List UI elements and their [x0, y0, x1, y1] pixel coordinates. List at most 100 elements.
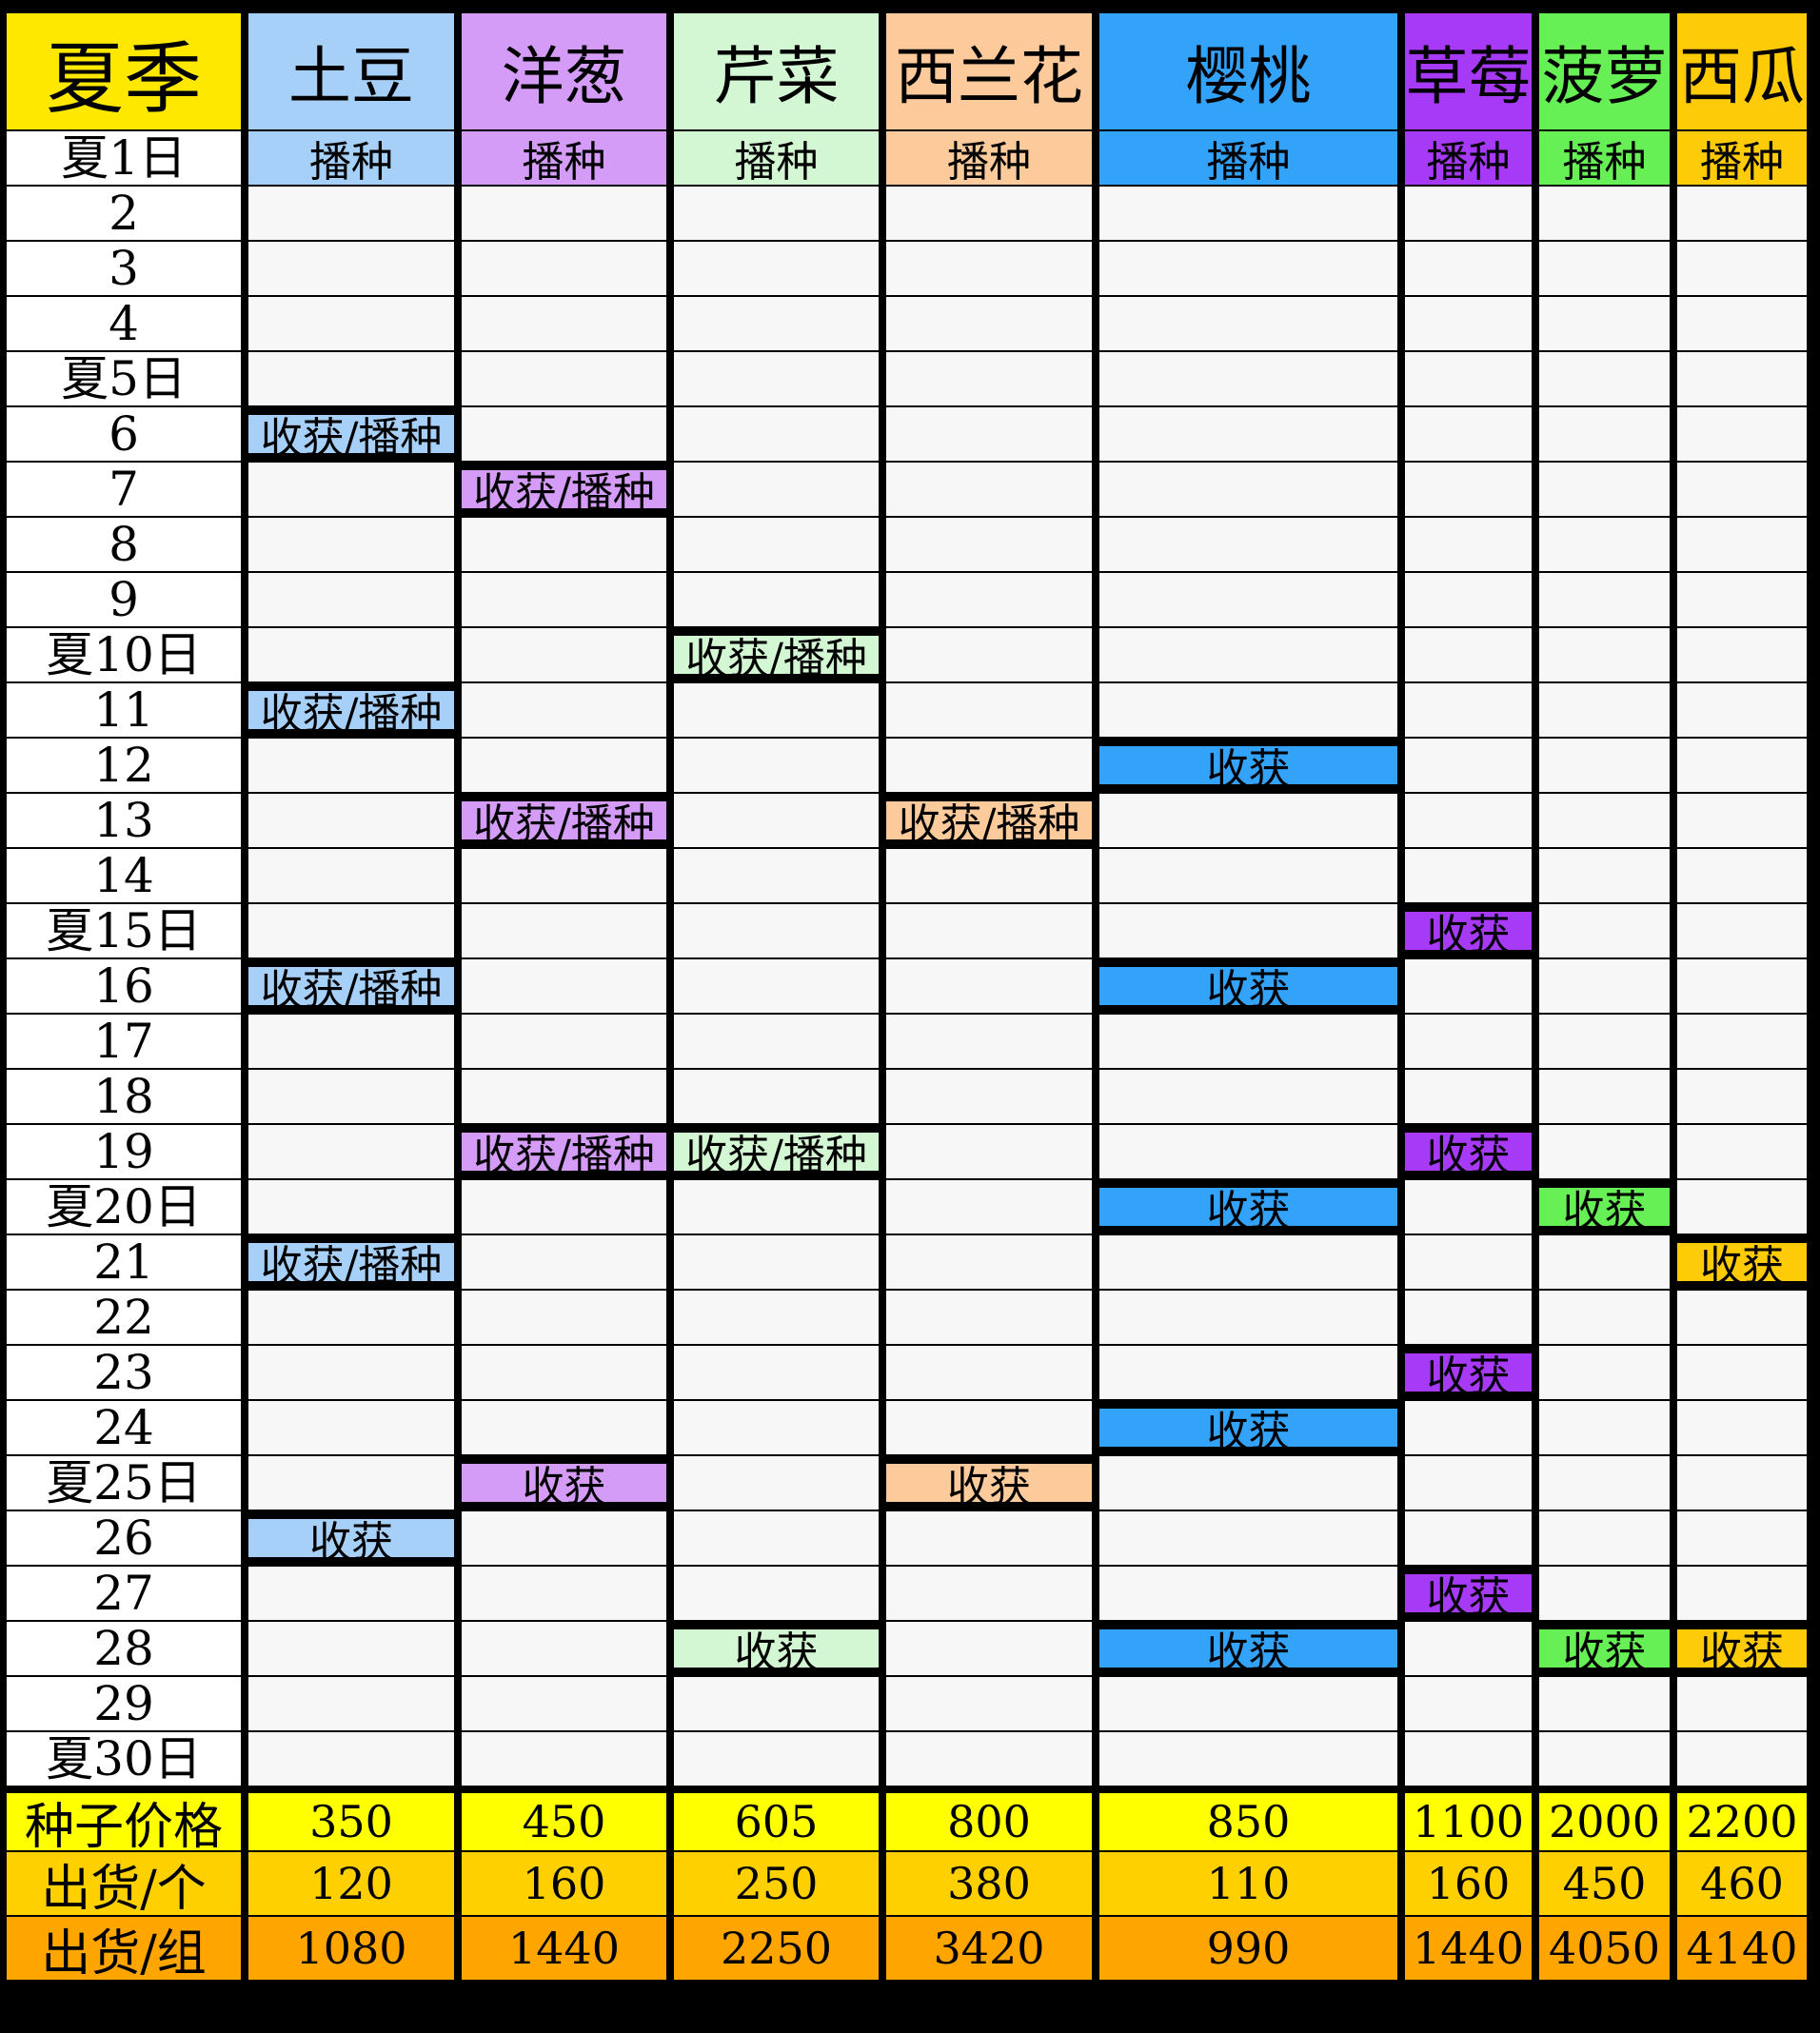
schedule-empty-cell[interactable]: [886, 1235, 1092, 1289]
schedule-empty-cell[interactable]: [1099, 573, 1397, 626]
schedule-empty-cell[interactable]: [1099, 1511, 1397, 1565]
schedule-empty-cell[interactable]: [1405, 1511, 1532, 1565]
schedule-event-cell[interactable]: 收获: [248, 1519, 454, 1557]
schedule-empty-cell[interactable]: [1677, 1125, 1807, 1178]
schedule-empty-cell[interactable]: [1677, 1456, 1807, 1510]
schedule-empty-cell[interactable]: [674, 352, 879, 405]
schedule-empty-cell[interactable]: [462, 904, 666, 957]
schedule-empty-cell[interactable]: [886, 573, 1092, 626]
schedule-empty-cell[interactable]: [1099, 242, 1397, 295]
schedule-empty-cell[interactable]: [1099, 683, 1397, 737]
schedule-event-cell[interactable]: 收获/播种: [674, 1133, 879, 1171]
schedule-empty-cell[interactable]: [1405, 463, 1532, 516]
schedule-empty-cell[interactable]: [1539, 959, 1670, 1013]
schedule-empty-cell[interactable]: [1539, 628, 1670, 681]
schedule-empty-cell[interactable]: [1677, 1291, 1807, 1344]
schedule-empty-cell[interactable]: [1405, 849, 1532, 902]
schedule-empty-cell[interactable]: [1099, 187, 1397, 240]
schedule-empty-cell[interactable]: [886, 1346, 1092, 1399]
schedule-empty-cell[interactable]: [1677, 1401, 1807, 1454]
schedule-empty-cell[interactable]: [886, 242, 1092, 295]
schedule-event-cell[interactable]: 收获: [1099, 967, 1397, 1005]
schedule-empty-cell[interactable]: [674, 1732, 879, 1786]
schedule-empty-cell[interactable]: [1677, 573, 1807, 626]
schedule-empty-cell[interactable]: [1099, 1291, 1397, 1344]
schedule-empty-cell[interactable]: [248, 1346, 454, 1399]
schedule-empty-cell[interactable]: [1539, 794, 1670, 847]
schedule-event-cell[interactable]: 收获: [886, 1464, 1092, 1502]
schedule-empty-cell[interactable]: [886, 1732, 1092, 1786]
schedule-empty-cell[interactable]: [1539, 352, 1670, 405]
schedule-empty-cell[interactable]: [1539, 1567, 1670, 1620]
schedule-empty-cell[interactable]: [462, 1015, 666, 1068]
schedule-empty-cell[interactable]: [462, 1346, 666, 1399]
schedule-empty-cell[interactable]: [1677, 794, 1807, 847]
schedule-empty-cell[interactable]: [1539, 683, 1670, 737]
schedule-event-cell[interactable]: 收获/播种: [674, 636, 879, 674]
schedule-empty-cell[interactable]: [886, 1180, 1092, 1234]
schedule-empty-cell[interactable]: [1677, 1677, 1807, 1730]
schedule-empty-cell[interactable]: [674, 518, 879, 571]
schedule-event-cell[interactable]: 收获/播种: [248, 1243, 454, 1281]
schedule-empty-cell[interactable]: [1099, 297, 1397, 350]
schedule-empty-cell[interactable]: [1677, 628, 1807, 681]
schedule-empty-cell[interactable]: [674, 904, 879, 957]
schedule-empty-cell[interactable]: [1405, 1677, 1532, 1730]
schedule-empty-cell[interactable]: [1539, 849, 1670, 902]
schedule-empty-cell[interactable]: [248, 242, 454, 295]
schedule-empty-cell[interactable]: [248, 628, 454, 681]
schedule-empty-cell[interactable]: [1099, 1015, 1397, 1068]
schedule-empty-cell[interactable]: [674, 849, 879, 902]
schedule-empty-cell[interactable]: [674, 959, 879, 1013]
schedule-empty-cell[interactable]: [1539, 297, 1670, 350]
schedule-event-cell[interactable]: 播种: [248, 131, 454, 185]
schedule-event-cell[interactable]: 收获/播种: [248, 967, 454, 1005]
schedule-empty-cell[interactable]: [1405, 573, 1532, 626]
schedule-empty-cell[interactable]: [1539, 518, 1670, 571]
schedule-empty-cell[interactable]: [462, 1732, 666, 1786]
schedule-empty-cell[interactable]: [1099, 849, 1397, 902]
schedule-empty-cell[interactable]: [1539, 1456, 1670, 1510]
schedule-empty-cell[interactable]: [674, 683, 879, 737]
schedule-event-cell[interactable]: 收获: [1405, 1133, 1532, 1171]
schedule-empty-cell[interactable]: [1539, 242, 1670, 295]
schedule-empty-cell[interactable]: [1539, 573, 1670, 626]
schedule-empty-cell[interactable]: [1099, 1070, 1397, 1123]
schedule-empty-cell[interactable]: [1405, 242, 1532, 295]
schedule-empty-cell[interactable]: [674, 1291, 879, 1344]
schedule-empty-cell[interactable]: [886, 1622, 1092, 1675]
schedule-empty-cell[interactable]: [1677, 407, 1807, 461]
schedule-empty-cell[interactable]: [462, 518, 666, 571]
schedule-empty-cell[interactable]: [1677, 1180, 1807, 1234]
schedule-event-cell[interactable]: 收获: [1405, 912, 1532, 950]
schedule-empty-cell[interactable]: [248, 463, 454, 516]
schedule-empty-cell[interactable]: [886, 628, 1092, 681]
schedule-empty-cell[interactable]: [248, 739, 454, 792]
schedule-empty-cell[interactable]: [1405, 1235, 1532, 1289]
schedule-empty-cell[interactable]: [1539, 904, 1670, 957]
schedule-empty-cell[interactable]: [674, 1180, 879, 1234]
schedule-empty-cell[interactable]: [886, 463, 1092, 516]
schedule-empty-cell[interactable]: [1677, 187, 1807, 240]
schedule-event-cell[interactable]: 播种: [1405, 131, 1532, 185]
schedule-empty-cell[interactable]: [248, 1622, 454, 1675]
schedule-empty-cell[interactable]: [1677, 1070, 1807, 1123]
schedule-empty-cell[interactable]: [886, 1511, 1092, 1565]
schedule-empty-cell[interactable]: [674, 1346, 879, 1399]
schedule-empty-cell[interactable]: [462, 1180, 666, 1234]
schedule-empty-cell[interactable]: [1099, 794, 1397, 847]
schedule-empty-cell[interactable]: [674, 1677, 879, 1730]
schedule-empty-cell[interactable]: [1405, 1015, 1532, 1068]
schedule-empty-cell[interactable]: [1099, 1235, 1397, 1289]
schedule-empty-cell[interactable]: [248, 1677, 454, 1730]
schedule-empty-cell[interactable]: [462, 1401, 666, 1454]
schedule-empty-cell[interactable]: [462, 1677, 666, 1730]
schedule-empty-cell[interactable]: [674, 1567, 879, 1620]
schedule-event-cell[interactable]: 播种: [1099, 131, 1397, 185]
schedule-empty-cell[interactable]: [248, 1732, 454, 1786]
schedule-event-cell[interactable]: 播种: [462, 131, 666, 185]
schedule-empty-cell[interactable]: [1539, 1291, 1670, 1344]
schedule-empty-cell[interactable]: [1405, 352, 1532, 405]
schedule-empty-cell[interactable]: [674, 1015, 879, 1068]
schedule-empty-cell[interactable]: [248, 794, 454, 847]
